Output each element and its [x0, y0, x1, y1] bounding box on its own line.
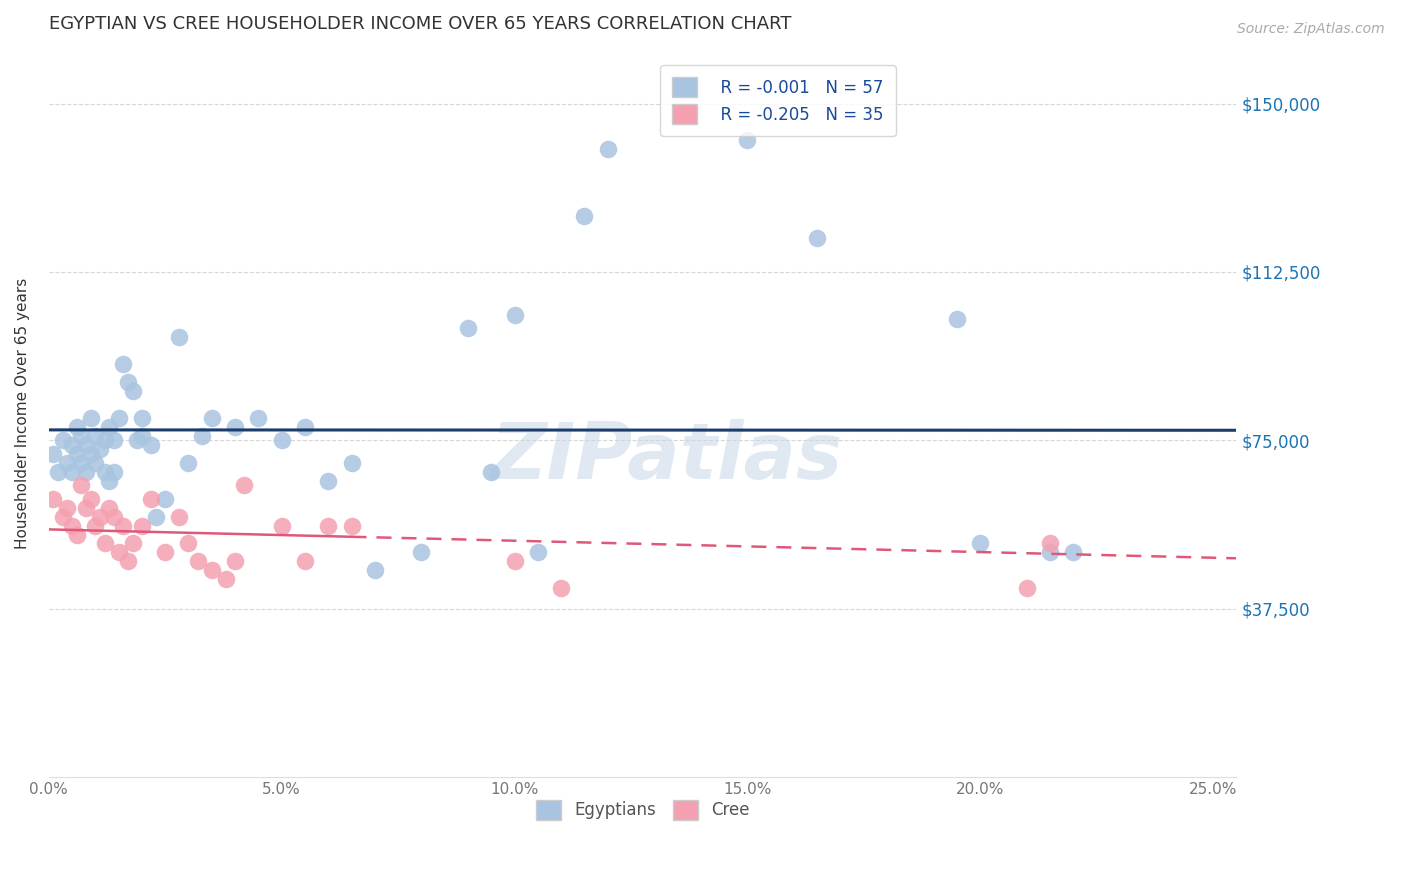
- Point: [121, 536, 143, 550]
- Text: ZIPatlas: ZIPatlas: [491, 419, 842, 495]
- Text: EGYPTIAN VS CREE HOUSEHOLDER INCOME OVER 65 YEARS CORRELATION CHART: EGYPTIAN VS CREE HOUSEHOLDER INCOME OVER…: [49, 15, 792, 33]
- Point: [187, 554, 209, 568]
- Point: [316, 474, 339, 488]
- Point: [457, 321, 479, 335]
- Point: [527, 545, 550, 559]
- Point: [294, 419, 316, 434]
- Point: [56, 500, 79, 515]
- Point: [79, 447, 101, 461]
- Point: [270, 434, 292, 448]
- Point: [574, 209, 596, 223]
- Point: [112, 518, 135, 533]
- Point: [141, 491, 163, 506]
- Point: [503, 554, 526, 568]
- Point: [107, 545, 129, 559]
- Point: [247, 410, 270, 425]
- Point: [46, 465, 69, 479]
- Point: [201, 410, 224, 425]
- Point: [233, 478, 256, 492]
- Point: [131, 518, 153, 533]
- Point: [52, 509, 75, 524]
- Point: [191, 429, 214, 443]
- Legend: Egyptians, Cree: Egyptians, Cree: [529, 793, 756, 827]
- Point: [145, 509, 167, 524]
- Point: [66, 447, 89, 461]
- Point: [737, 132, 759, 146]
- Point: [98, 474, 121, 488]
- Point: [167, 330, 190, 344]
- Point: [224, 554, 246, 568]
- Point: [153, 491, 176, 506]
- Point: [112, 357, 135, 371]
- Point: [93, 536, 115, 550]
- Point: [503, 308, 526, 322]
- Point: [66, 419, 89, 434]
- Point: [103, 465, 125, 479]
- Point: [141, 438, 163, 452]
- Point: [93, 434, 115, 448]
- Point: [98, 419, 121, 434]
- Point: [60, 465, 83, 479]
- Point: [93, 465, 115, 479]
- Y-axis label: Householder Income Over 65 years: Householder Income Over 65 years: [15, 277, 30, 549]
- Point: [75, 438, 97, 452]
- Point: [270, 518, 292, 533]
- Point: [79, 491, 101, 506]
- Point: [117, 375, 139, 389]
- Point: [1039, 545, 1062, 559]
- Point: [98, 500, 121, 515]
- Point: [60, 518, 83, 533]
- Point: [1062, 545, 1084, 559]
- Point: [89, 442, 111, 457]
- Point: [70, 429, 93, 443]
- Point: [56, 456, 79, 470]
- Point: [316, 518, 339, 533]
- Point: [103, 509, 125, 524]
- Point: [66, 527, 89, 541]
- Point: [153, 545, 176, 559]
- Point: [79, 410, 101, 425]
- Point: [84, 456, 107, 470]
- Point: [42, 447, 65, 461]
- Point: [89, 509, 111, 524]
- Point: [479, 465, 502, 479]
- Point: [84, 429, 107, 443]
- Point: [294, 554, 316, 568]
- Point: [224, 419, 246, 434]
- Point: [70, 456, 93, 470]
- Point: [75, 500, 97, 515]
- Point: [60, 438, 83, 452]
- Point: [177, 536, 200, 550]
- Point: [127, 434, 149, 448]
- Point: [340, 518, 363, 533]
- Point: [806, 231, 828, 245]
- Point: [177, 456, 200, 470]
- Point: [84, 518, 107, 533]
- Point: [70, 478, 93, 492]
- Point: [946, 312, 969, 326]
- Point: [1015, 582, 1038, 596]
- Point: [121, 384, 143, 398]
- Point: [411, 545, 433, 559]
- Point: [103, 434, 125, 448]
- Point: [117, 554, 139, 568]
- Point: [131, 410, 153, 425]
- Point: [969, 536, 991, 550]
- Point: [167, 509, 190, 524]
- Point: [364, 563, 387, 577]
- Point: [75, 465, 97, 479]
- Point: [596, 142, 619, 156]
- Point: [340, 456, 363, 470]
- Point: [52, 434, 75, 448]
- Point: [107, 410, 129, 425]
- Point: [215, 573, 238, 587]
- Point: [201, 563, 224, 577]
- Point: [550, 582, 572, 596]
- Point: [1039, 536, 1062, 550]
- Point: [42, 491, 65, 506]
- Text: Source: ZipAtlas.com: Source: ZipAtlas.com: [1237, 22, 1385, 37]
- Point: [131, 429, 153, 443]
